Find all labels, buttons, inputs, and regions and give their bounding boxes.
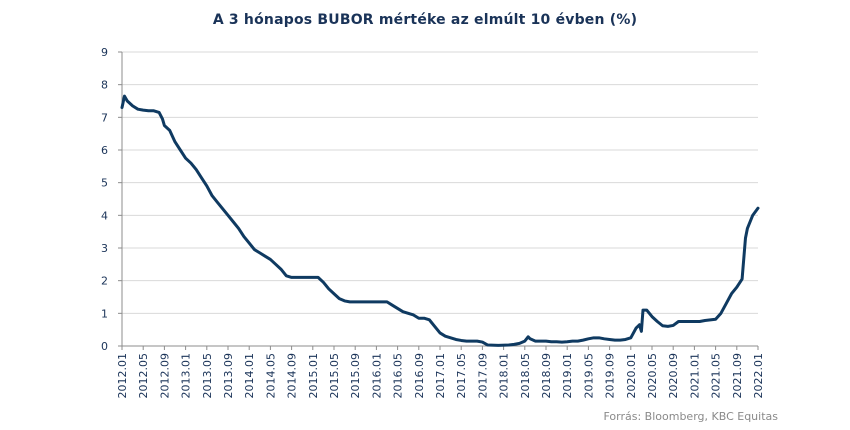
y-tick-label-0: 0 — [101, 340, 108, 353]
x-tick-label-2022.01: 2022.01 — [752, 353, 765, 399]
y-tick-label-9: 9 — [101, 46, 108, 59]
y-tick-label-4: 4 — [101, 209, 108, 222]
x-tick-label-2020.05: 2020.05 — [646, 353, 659, 399]
x-tick-label-2020.01: 2020.01 — [625, 353, 638, 399]
x-tick-label-2012.09: 2012.09 — [158, 353, 171, 399]
y-axis-ticks: 0 1 2 3 4 5 6 7 8 9 — [101, 46, 108, 353]
x-tick-label-2014.01: 2014.01 — [243, 353, 256, 399]
gridlines — [122, 51, 758, 314]
x-tick-label-2021.01: 2021.01 — [688, 353, 701, 399]
y-tick-label-3: 3 — [101, 242, 108, 255]
x-tick-label-2016.05: 2016.05 — [392, 353, 405, 399]
series-line-0 — [120, 94, 760, 347]
x-tick-label-2018.01: 2018.01 — [498, 353, 511, 399]
x-tick-label-2012.05: 2012.05 — [137, 353, 150, 399]
x-tick-label-2017.05: 2017.05 — [455, 353, 468, 399]
x-tick-label-2021.05: 2021.05 — [710, 353, 723, 399]
x-tick-label-2015.05: 2015.05 — [328, 353, 341, 399]
x-tick-label-2019.05: 2019.05 — [582, 353, 595, 399]
x-tick-label-2018.05: 2018.05 — [519, 353, 532, 399]
series-group — [120, 94, 760, 347]
x-tick-label-2014.05: 2014.05 — [264, 353, 277, 399]
x-tick-label-2012.01: 2012.01 — [116, 353, 129, 399]
x-tick-label-2021.09: 2021.09 — [731, 353, 744, 399]
y-tick-label-6: 6 — [101, 144, 108, 157]
x-axis-ticks: 2012.01 2012.05 2012.09 2013.01 2013.05 2013.… — [116, 346, 765, 399]
x-tick-label-2016.09: 2016.09 — [413, 353, 426, 399]
x-tick-label-2013.09: 2013.09 — [222, 353, 235, 399]
source-note: Forrás: Bloomberg, KBC Equitas — [603, 410, 778, 423]
x-tick-label-2013.05: 2013.05 — [201, 353, 214, 399]
y-tick-label-2: 2 — [101, 275, 108, 288]
x-tick-label-2019.01: 2019.01 — [561, 353, 574, 399]
chart-title: A 3 hónapos BUBOR mértéke az elmúlt 10 é… — [212, 12, 638, 28]
x-tick-label-2015.09: 2015.09 — [349, 353, 362, 399]
x-tick-label-2014.09: 2014.09 — [286, 353, 299, 399]
y-tick-label-7: 7 — [101, 111, 108, 124]
x-tick-label-2017.01: 2017.01 — [434, 353, 447, 399]
x-tick-label-2016.01: 2016.01 — [370, 353, 383, 399]
x-tick-label-2017.09: 2017.09 — [476, 353, 489, 399]
x-tick-label-2015.01: 2015.01 — [307, 353, 320, 399]
x-tick-label-2018.09: 2018.09 — [540, 353, 553, 399]
x-tick-label-2013.01: 2013.01 — [180, 353, 193, 399]
y-tick-label-8: 8 — [101, 79, 108, 92]
y-tick-label-5: 5 — [101, 177, 108, 190]
y-tick-label-1: 1 — [101, 307, 108, 320]
x-tick-label-2019.09: 2019.09 — [604, 353, 617, 399]
x-tick-label-2020.09: 2020.09 — [667, 353, 680, 399]
